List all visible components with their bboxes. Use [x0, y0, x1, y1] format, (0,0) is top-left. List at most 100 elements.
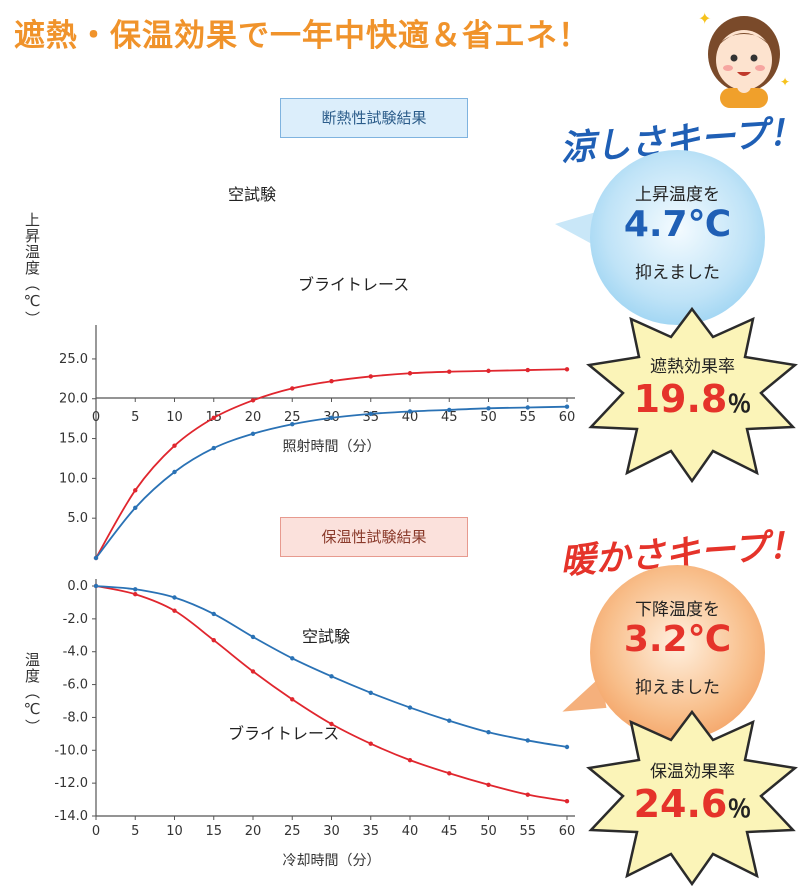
heat-retention-rate-burst — [586, 709, 798, 887]
bubble-value: 4.7℃ — [623, 204, 732, 245]
warmth-y-axis-label: 温度（℃） — [23, 652, 41, 735]
data-point — [172, 608, 177, 613]
x-tick-label: 20 — [245, 410, 262, 425]
y-tick-label: 10.0 — [59, 471, 88, 486]
y-tick-label: -14.0 — [54, 809, 88, 824]
data-point — [250, 398, 256, 403]
bubble-text-line3: 抑えました — [635, 678, 720, 698]
heat-shield-rate-unit: ％ — [727, 390, 752, 418]
data-point — [407, 409, 413, 414]
data-point — [290, 386, 295, 391]
data-point — [250, 669, 256, 674]
data-point — [447, 718, 452, 723]
data-point — [447, 771, 452, 776]
data-point — [486, 406, 491, 411]
data-point — [133, 505, 138, 511]
x-tick-label: 20 — [245, 824, 262, 839]
heat-shield-rate-content: 遮熱効果率 19.8％ — [585, 352, 800, 421]
heat-shield-rate-burst — [586, 306, 798, 484]
x-tick-label: 15 — [205, 824, 222, 839]
data-point — [486, 368, 491, 374]
y-tick-label: 20.0 — [59, 392, 88, 407]
x-axis-title: 照射時間（分） — [283, 439, 381, 455]
y-tick-label: 0.0 — [67, 579, 88, 594]
x-tick-label: 60 — [559, 824, 576, 839]
data-point — [525, 405, 530, 410]
x-tick-label: 55 — [519, 410, 536, 425]
x-tick-label: 25 — [284, 824, 301, 839]
x-tick-label: 0 — [92, 824, 100, 839]
x-tick-label: 50 — [480, 824, 497, 839]
x-tick-label: 0 — [92, 410, 100, 425]
data-point — [329, 674, 334, 679]
data-point — [525, 367, 530, 373]
x-tick-label: 25 — [284, 410, 301, 425]
data-point — [407, 371, 413, 376]
data-point — [133, 592, 138, 597]
heat-retention-rate-content: 保温効果率 24.6％ — [585, 757, 800, 826]
data-point — [564, 744, 570, 750]
x-tick-label: 10 — [166, 410, 183, 425]
data-point — [329, 379, 334, 384]
data-point — [290, 656, 295, 661]
data-point — [564, 367, 570, 372]
bubble-text-line3: 抑えました — [635, 263, 720, 283]
woman-avatar-illustration: ✦ ✦ — [698, 9, 790, 108]
series-label-1: 空試験 — [228, 185, 276, 204]
data-point — [290, 697, 295, 702]
data-point — [407, 757, 413, 763]
y-tick-label: -2.0 — [63, 612, 88, 627]
heat-retention-rate-unit: ％ — [727, 795, 752, 823]
x-tick-label: 45 — [441, 824, 458, 839]
y-tick-label: -10.0 — [54, 743, 88, 758]
temperature-rise-bubble: 上昇温度を 4.7℃ 抑えました — [590, 150, 765, 325]
data-point — [329, 415, 334, 421]
warmth-line-chart: 0.0 -2.0 -4.0 -6.0 -8.0 -10.0 -12.0 -14.0 0 5 10 15… — [54, 579, 576, 869]
data-point — [368, 741, 373, 746]
data-point — [133, 488, 138, 493]
data-point — [486, 730, 491, 735]
insulation-chart-title: 断熱性試験結果 — [280, 98, 468, 138]
data-point — [93, 555, 99, 561]
heat-shield-rate-title: 遮熱効果率 — [650, 357, 735, 377]
y-tick-label: -6.0 — [63, 678, 88, 693]
data-point — [250, 634, 256, 640]
temperature-drop-bubble: 下降温度を 3.2℃ 抑えました — [590, 565, 765, 740]
bubble-text-line1: 下降温度を — [635, 600, 720, 620]
data-point — [525, 792, 530, 797]
data-point — [172, 443, 177, 448]
x-tick-label: 45 — [441, 410, 458, 425]
series-label-1: 空試験 — [302, 627, 350, 646]
data-point — [172, 469, 177, 475]
x-tick-label: 5 — [131, 824, 139, 839]
x-tick-label: 60 — [559, 410, 576, 425]
data-point — [211, 611, 216, 617]
svg-text:✦: ✦ — [780, 75, 790, 89]
heat-retention-rate-title: 保温効果率 — [650, 762, 735, 782]
x-tick-label: 40 — [402, 410, 419, 425]
data-point — [250, 431, 256, 436]
x-tick-label: 30 — [323, 824, 340, 839]
y-tick-label: -12.0 — [54, 776, 88, 791]
heat-retention-rate-value: 24.6 — [633, 782, 728, 826]
data-point — [93, 583, 99, 589]
data-point — [407, 705, 413, 710]
data-point — [564, 404, 570, 409]
data-point — [211, 445, 216, 451]
x-tick-label: 10 — [166, 824, 183, 839]
bubble-text-line1: 上昇温度を — [635, 185, 720, 205]
data-point — [447, 369, 452, 374]
data-point — [329, 721, 334, 727]
data-point — [525, 738, 530, 743]
data-point — [211, 638, 216, 643]
data-point — [447, 407, 452, 413]
series-label-2: ブライトレース — [228, 724, 339, 743]
data-point — [486, 782, 491, 787]
y-tick-label: -4.0 — [63, 645, 88, 660]
data-point — [211, 415, 216, 421]
insulation-y-axis-label: 上昇温度（℃） — [23, 212, 41, 327]
x-tick-label: 50 — [480, 410, 497, 425]
data-point — [368, 690, 373, 695]
x-tick-label: 5 — [131, 410, 139, 425]
heat-shield-rate-value: 19.8 — [633, 377, 728, 421]
